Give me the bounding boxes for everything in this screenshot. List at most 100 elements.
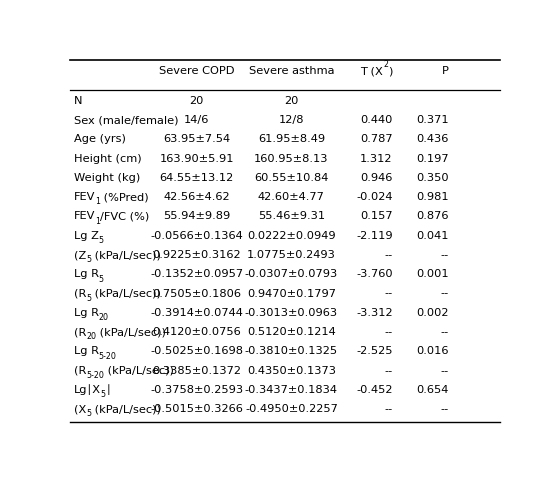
Text: T (X: T (X xyxy=(360,66,383,76)
Text: -0.5025±0.1698: -0.5025±0.1698 xyxy=(150,347,243,357)
Text: --: -- xyxy=(384,404,393,414)
Text: (X: (X xyxy=(74,404,86,414)
Text: -0.452: -0.452 xyxy=(356,385,393,395)
Text: 0.9470±0.1797: 0.9470±0.1797 xyxy=(247,289,336,299)
Text: (R: (R xyxy=(74,289,86,299)
Text: -2.525: -2.525 xyxy=(356,347,393,357)
Text: 5: 5 xyxy=(101,390,106,399)
Text: Severe COPD: Severe COPD xyxy=(159,66,235,76)
Text: 0.001: 0.001 xyxy=(416,269,449,279)
Text: 1: 1 xyxy=(95,217,100,226)
Text: 61.95±8.49: 61.95±8.49 xyxy=(258,134,325,144)
Text: (kPa/L/sec)): (kPa/L/sec)) xyxy=(104,366,174,376)
Text: (kPa/L/sec)): (kPa/L/sec)) xyxy=(91,289,161,299)
Text: 64.55±13.12: 64.55±13.12 xyxy=(160,173,234,183)
Text: 20: 20 xyxy=(99,313,109,322)
Text: 0.0222±0.0949: 0.0222±0.0949 xyxy=(247,231,336,241)
Text: (Z: (Z xyxy=(74,250,86,260)
Text: ∣: ∣ xyxy=(106,384,112,395)
Text: Lg∣X: Lg∣X xyxy=(74,384,101,395)
Text: 42.56±4.62: 42.56±4.62 xyxy=(163,192,230,202)
Text: 20: 20 xyxy=(284,96,299,106)
Text: 55.94±9.89: 55.94±9.89 xyxy=(163,211,230,221)
Text: -2.119: -2.119 xyxy=(356,231,393,241)
Text: 0.002: 0.002 xyxy=(416,308,449,318)
Text: /FVC (%): /FVC (%) xyxy=(100,211,150,221)
Text: 20: 20 xyxy=(86,332,96,341)
Text: Weight (kg): Weight (kg) xyxy=(74,173,140,183)
Text: 0.436: 0.436 xyxy=(416,134,449,144)
Text: Sex (male/female): Sex (male/female) xyxy=(74,115,178,125)
Text: 12/8: 12/8 xyxy=(279,115,304,125)
Text: -0.3810±0.1325: -0.3810±0.1325 xyxy=(245,347,338,357)
Text: -0.5015±0.3266: -0.5015±0.3266 xyxy=(150,404,243,414)
Text: 42.60±4.77: 42.60±4.77 xyxy=(258,192,325,202)
Text: 160.95±8.13: 160.95±8.13 xyxy=(254,153,329,163)
Text: 63.95±7.54: 63.95±7.54 xyxy=(163,134,230,144)
Text: 5: 5 xyxy=(99,274,104,283)
Text: (R: (R xyxy=(74,327,86,337)
Text: 0.981: 0.981 xyxy=(416,192,449,202)
Text: (kPa/L/sec)): (kPa/L/sec)) xyxy=(91,404,161,414)
Text: 5: 5 xyxy=(86,294,91,303)
Text: -0.3758±0.2593: -0.3758±0.2593 xyxy=(150,385,243,395)
Text: 5: 5 xyxy=(86,410,91,418)
Text: --: -- xyxy=(384,250,393,260)
Text: --: -- xyxy=(440,289,449,299)
Text: --: -- xyxy=(384,327,393,337)
Text: 0.371: 0.371 xyxy=(416,115,449,125)
Text: 20: 20 xyxy=(190,96,204,106)
Text: -0.3013±0.0963: -0.3013±0.0963 xyxy=(245,308,338,318)
Text: 60.55±10.84: 60.55±10.84 xyxy=(254,173,329,183)
Text: 5-20: 5-20 xyxy=(99,352,117,360)
Text: 0.4120±0.0756: 0.4120±0.0756 xyxy=(152,327,241,337)
Text: 0.654: 0.654 xyxy=(416,385,449,395)
Text: FEV: FEV xyxy=(74,211,95,221)
Text: 0.350: 0.350 xyxy=(416,173,449,183)
Text: Lg Z: Lg Z xyxy=(74,231,98,241)
Text: -0.3914±0.0744: -0.3914±0.0744 xyxy=(150,308,243,318)
Text: Age (yrs): Age (yrs) xyxy=(74,134,126,144)
Text: 0.197: 0.197 xyxy=(416,153,449,163)
Text: 0.946: 0.946 xyxy=(360,173,393,183)
Text: 0.876: 0.876 xyxy=(416,211,449,221)
Text: 0.3385±0.1372: 0.3385±0.1372 xyxy=(152,366,241,376)
Text: 0.9225±0.3162: 0.9225±0.3162 xyxy=(152,250,241,260)
Text: Lg R: Lg R xyxy=(74,308,99,318)
Text: 5-20: 5-20 xyxy=(86,371,104,380)
Text: 2: 2 xyxy=(383,60,388,69)
Text: (kPa/L/sec)): (kPa/L/sec)) xyxy=(91,250,161,260)
Text: 1.0775±0.2493: 1.0775±0.2493 xyxy=(247,250,336,260)
Text: 55.46±9.31: 55.46±9.31 xyxy=(258,211,325,221)
Text: --: -- xyxy=(440,250,449,260)
Text: 5: 5 xyxy=(98,236,103,245)
Text: -0.024: -0.024 xyxy=(356,192,393,202)
Text: --: -- xyxy=(384,366,393,376)
Text: 0.787: 0.787 xyxy=(360,134,393,144)
Text: -3.312: -3.312 xyxy=(356,308,393,318)
Text: (R: (R xyxy=(74,366,86,376)
Text: -0.1352±0.0957: -0.1352±0.0957 xyxy=(150,269,243,279)
Text: ): ) xyxy=(388,66,393,76)
Text: 1: 1 xyxy=(95,197,100,206)
Text: Height (cm): Height (cm) xyxy=(74,153,141,163)
Text: Lg R: Lg R xyxy=(74,269,99,279)
Text: --: -- xyxy=(440,404,449,414)
Text: N: N xyxy=(74,96,82,106)
Text: 0.7505±0.1806: 0.7505±0.1806 xyxy=(152,289,241,299)
Text: -0.3437±0.1834: -0.3437±0.1834 xyxy=(245,385,338,395)
Text: 0.5120±0.1214: 0.5120±0.1214 xyxy=(247,327,336,337)
Text: (kPa/L/sec)): (kPa/L/sec)) xyxy=(96,327,166,337)
Text: 1.312: 1.312 xyxy=(360,153,393,163)
Text: Severe asthma: Severe asthma xyxy=(249,66,334,76)
Text: 0.157: 0.157 xyxy=(360,211,393,221)
Text: FEV: FEV xyxy=(74,192,95,202)
Text: --: -- xyxy=(440,327,449,337)
Text: Lg R: Lg R xyxy=(74,347,99,357)
Text: 5: 5 xyxy=(86,255,91,264)
Text: 0.4350±0.1373: 0.4350±0.1373 xyxy=(247,366,336,376)
Text: P: P xyxy=(442,66,449,76)
Text: 0.016: 0.016 xyxy=(416,347,449,357)
Text: --: -- xyxy=(440,366,449,376)
Text: -0.0307±0.0793: -0.0307±0.0793 xyxy=(245,269,338,279)
